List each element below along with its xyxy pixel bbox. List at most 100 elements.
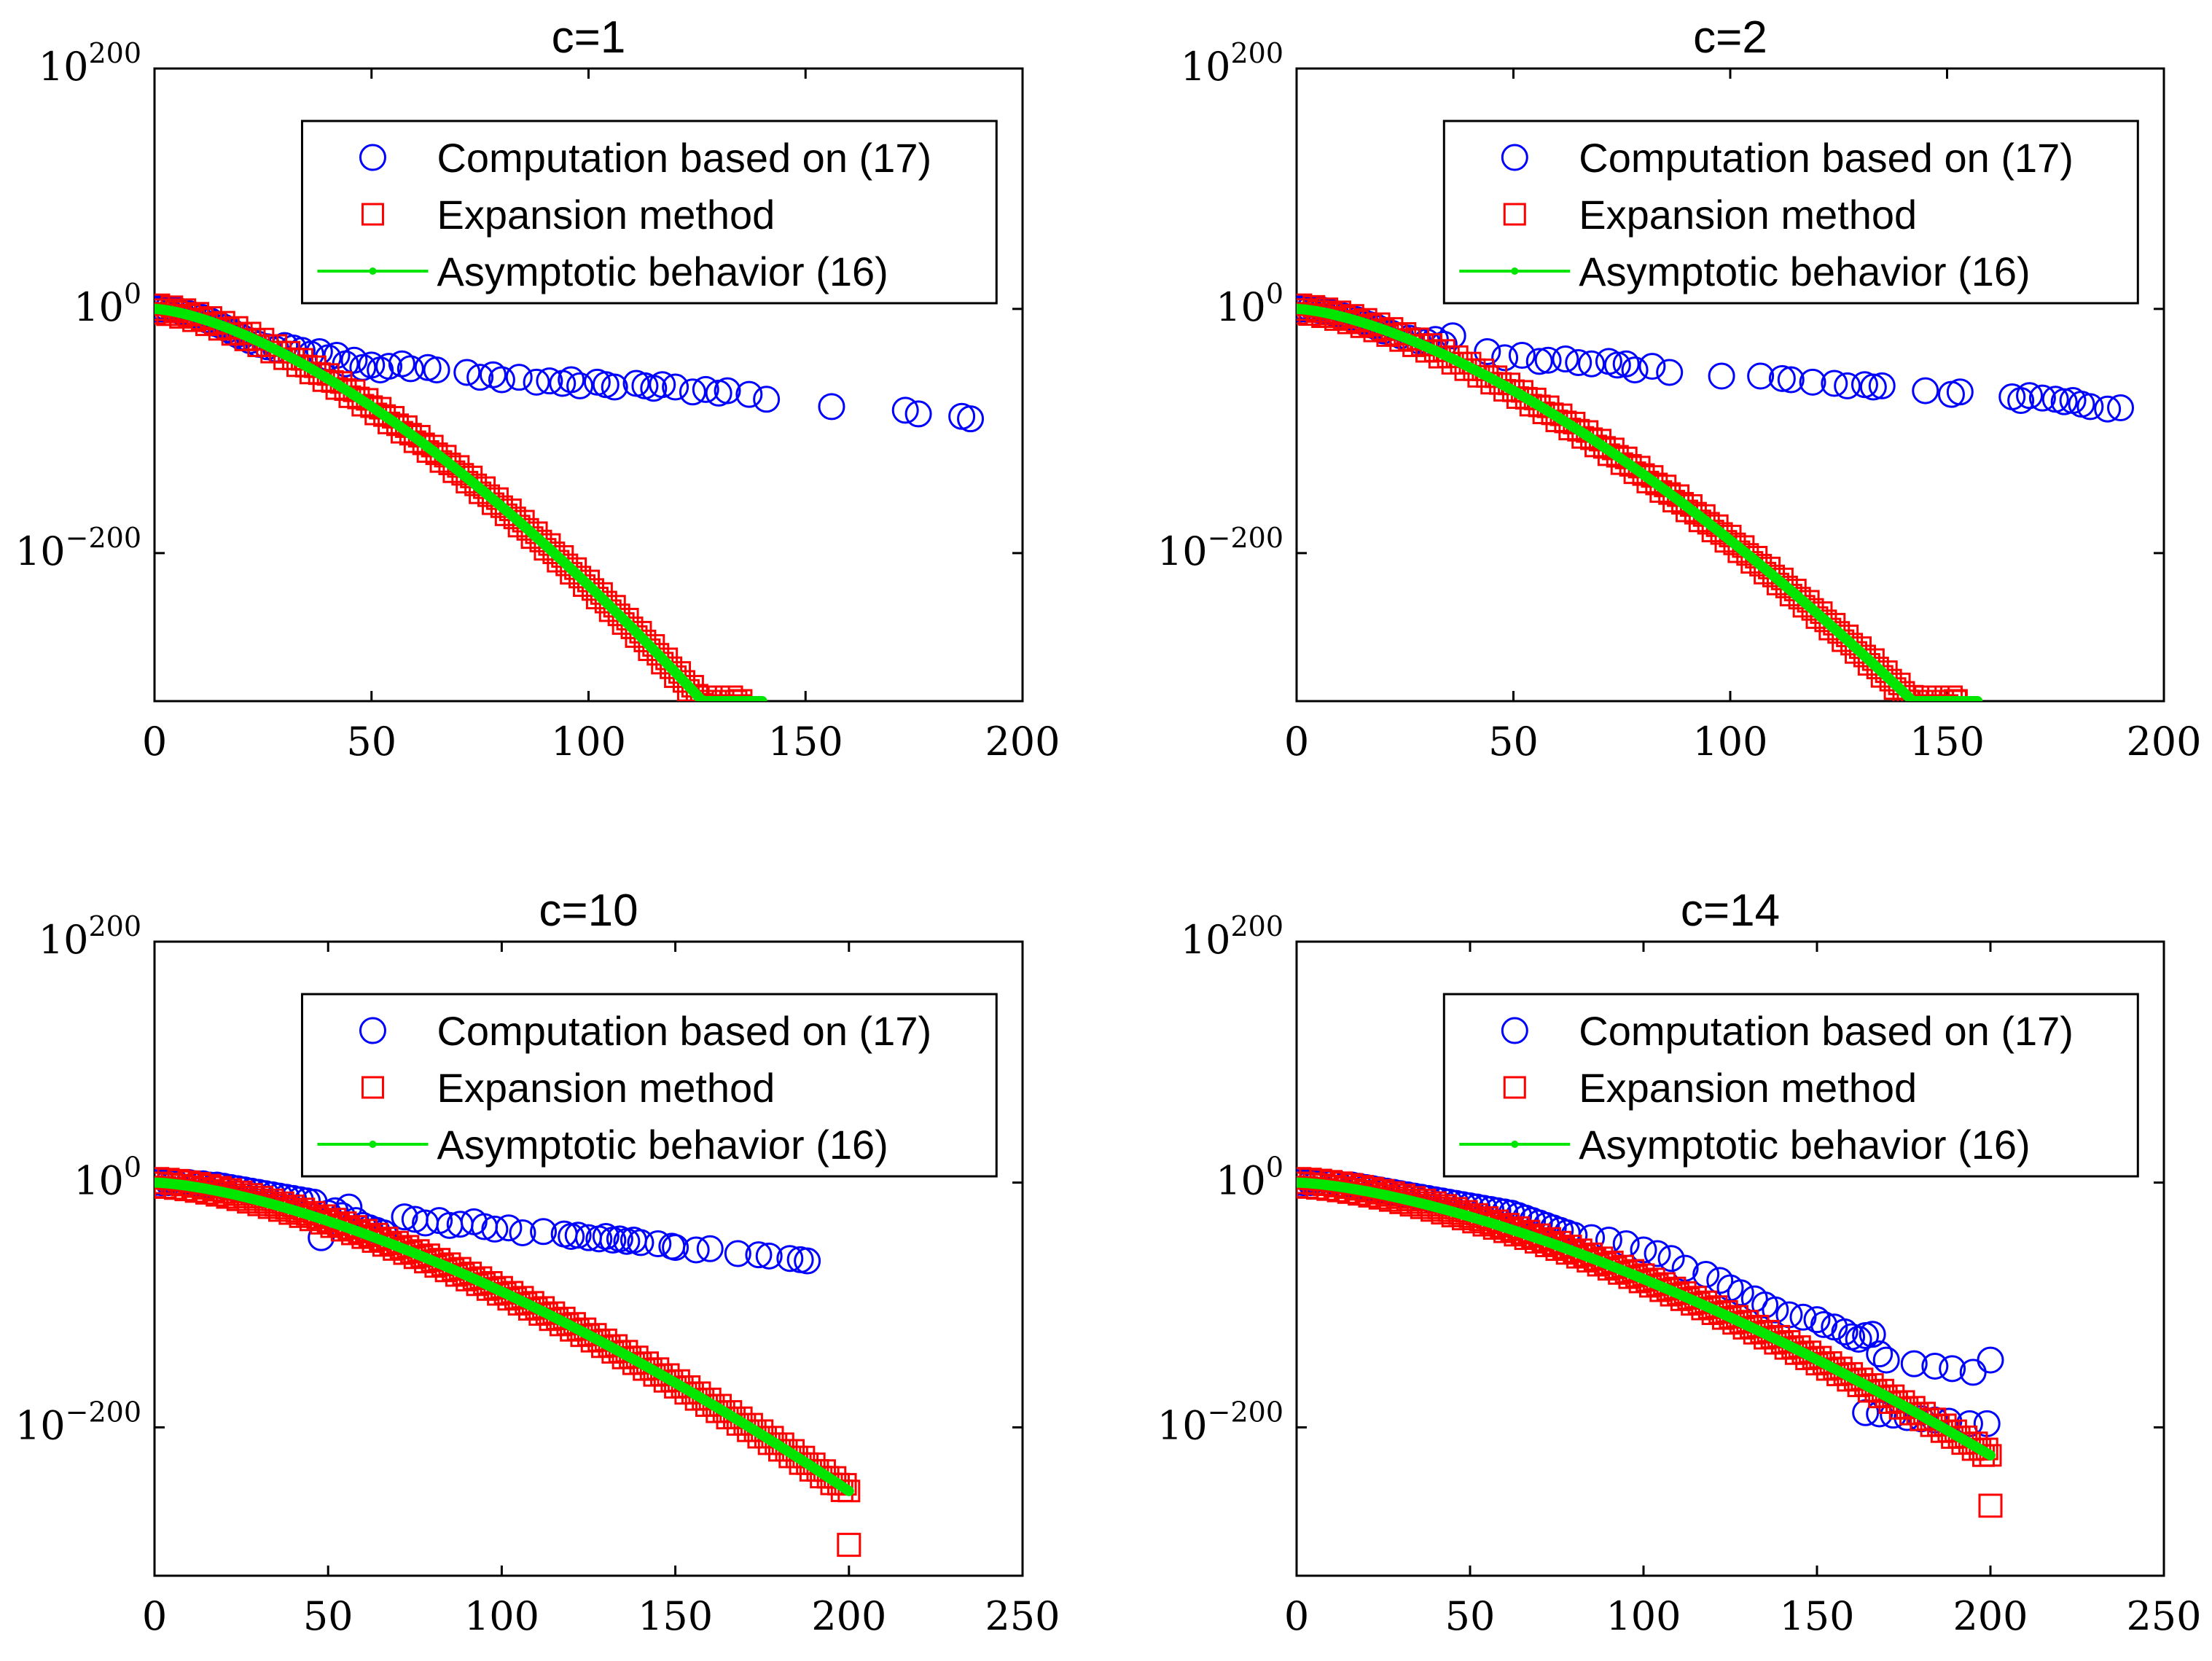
data-point-dot (1404, 1196, 1412, 1204)
data-point-circle (495, 1214, 523, 1242)
legend-label: Expansion method (437, 192, 775, 238)
data-point-square (360, 395, 383, 418)
data-point-circle (794, 1247, 821, 1275)
legend-label: Asymptotic behavior (16) (1579, 249, 2030, 294)
data-point-dot (533, 533, 541, 541)
x-tick-label: 100 (1692, 719, 1767, 765)
data-point-dot (1501, 382, 1509, 390)
data-point-dot (1900, 688, 1907, 696)
y-tick-label: 10200 (1181, 37, 1283, 90)
x-tick-label: 250 (2126, 1593, 2201, 1639)
data-point-dot (275, 1202, 284, 1210)
data-point-square (1905, 689, 1928, 701)
data-point-dot (1542, 1238, 1550, 1246)
x-tick-label: 250 (985, 1593, 1060, 1639)
data-point-square (529, 529, 552, 552)
data-point-circle (564, 1222, 592, 1249)
chart-panel-3: c=10 0 50 100 150 200 250 10200 100 10−200 Computa… (15, 886, 1060, 1639)
data-point-dot (567, 1322, 575, 1330)
legend-label: Asymptotic behavior (16) (1579, 1122, 2030, 1168)
data-point-dot (480, 488, 488, 496)
data-point-dot (324, 375, 332, 383)
legend-label: Expansion method (1579, 192, 1917, 238)
x-tick-label: 200 (811, 1593, 886, 1639)
data-point-circle (904, 400, 932, 428)
data-point-dot (525, 1301, 534, 1309)
chart-title: c=2 (1693, 12, 1767, 63)
data-point-square (1936, 694, 1958, 701)
data-point-dot (1466, 364, 1474, 372)
data-point-dot (456, 1269, 464, 1277)
data-point-dot (1418, 1200, 1426, 1208)
data-point-dot (317, 1215, 325, 1223)
data-point-dot (665, 1375, 673, 1383)
data-point-circle (2016, 382, 2044, 410)
series-line (1297, 1177, 1996, 1461)
data-point-dot (1605, 446, 1613, 454)
data-point-circle (627, 1229, 654, 1257)
data-point-dot (515, 517, 523, 525)
series-line-dot (155, 303, 767, 701)
data-point-square (1853, 644, 1876, 668)
chart-title: c=1 (552, 12, 626, 63)
y-tick-label: 100 (74, 278, 141, 330)
data-point-dot (254, 337, 262, 345)
data-point-dot (359, 396, 367, 404)
data-point-dot (220, 323, 228, 331)
series-circle (155, 295, 985, 433)
data-point-dot (394, 421, 402, 429)
data-point-circle (1900, 1350, 1928, 1377)
data-point-dot (512, 1294, 520, 1302)
x-tick-label: 50 (346, 719, 396, 765)
data-point-circle (724, 1240, 751, 1267)
data-point-dot (1945, 1427, 1953, 1435)
data-point-circle (1747, 362, 1775, 390)
data-point-dot (1834, 1367, 1842, 1375)
data-point-dot (1792, 1345, 1800, 1353)
data-point-dot (192, 1183, 200, 1191)
data-point-dot (595, 1337, 603, 1345)
data-point-dot (342, 386, 350, 394)
data-point-dot (720, 1407, 728, 1415)
data-point-square (542, 542, 566, 565)
data-point-circle (566, 372, 594, 399)
plot-area (155, 1167, 861, 1558)
axes-frame (1295, 940, 2165, 1577)
data-point-circle (662, 373, 689, 401)
data-point-dot (376, 409, 384, 417)
data-point-dot (1883, 672, 1891, 680)
data-point-circle (1977, 1346, 2004, 1374)
data-point-circle (1868, 372, 1896, 399)
data-point-dot (307, 364, 315, 372)
data-point-dot (303, 1211, 311, 1219)
x-tick-label: 150 (638, 1593, 713, 1639)
data-point-square (673, 670, 696, 693)
data-point-circle (1692, 1261, 1720, 1289)
data-point-square (516, 517, 539, 541)
data-point-square (1840, 633, 1864, 656)
data-point-square (1554, 410, 1577, 434)
data-point-dot (429, 1257, 437, 1265)
legend-marker-square (1503, 203, 1526, 226)
data-point-circle (558, 366, 585, 394)
data-point-dot (1297, 305, 1300, 313)
data-point-circle (466, 364, 494, 391)
x-tick-label: 50 (1445, 1593, 1496, 1639)
data-point-dot (1362, 1187, 1370, 1195)
legend-marker-dot (369, 267, 377, 275)
data-point-dot (1622, 458, 1630, 466)
data-point-square (1923, 694, 1946, 701)
data-point-square (1879, 668, 1902, 692)
data-point-dot (1598, 1258, 1606, 1266)
data-point-dot (1321, 1181, 1329, 1189)
legend-marker-dot (1511, 1141, 1519, 1148)
chart-title: c=14 (1681, 886, 1780, 936)
data-point-dot (692, 1391, 700, 1399)
data-point-dot (1674, 496, 1682, 504)
data-point-dot (203, 316, 211, 324)
legend-marker-square (361, 203, 384, 226)
data-point-dot (1668, 1287, 1676, 1295)
data-point-dot (651, 1367, 659, 1375)
data-point-dot (1445, 1207, 1453, 1215)
